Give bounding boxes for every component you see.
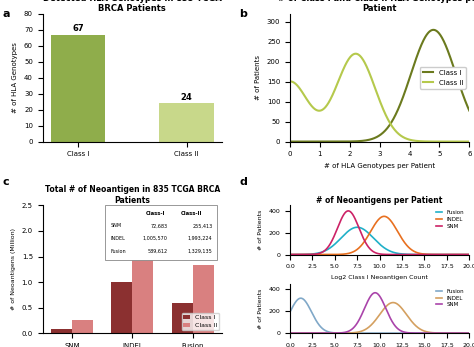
Text: Class-I: Class-I (146, 211, 165, 215)
Text: b: b (239, 9, 247, 19)
Text: SNM: SNM (111, 223, 122, 228)
X-axis label: # of HLA Genotypes per Patient: # of HLA Genotypes per Patient (324, 163, 435, 169)
Bar (159, 103, 214, 142)
Bar (192, 265, 214, 333)
Legend: Class I, Class II: Class I, Class II (420, 67, 466, 88)
Bar (132, 231, 154, 333)
Bar (172, 303, 192, 333)
Text: d: d (239, 177, 247, 187)
Text: Fusion: Fusion (111, 249, 127, 254)
Text: 24: 24 (181, 93, 192, 102)
X-axis label: Log2 Class I Neoantigen Count: Log2 Class I Neoantigen Count (331, 275, 428, 280)
Title: # of Neoantigens per Patient: # of Neoantigens per Patient (317, 196, 443, 205)
Y-axis label: # of Patients: # of Patients (258, 288, 263, 329)
Text: 72,683: 72,683 (150, 223, 167, 228)
Text: 589,612: 589,612 (147, 249, 167, 254)
Text: a: a (2, 9, 10, 19)
Text: 255,413: 255,413 (192, 223, 212, 228)
Title: # of Class I and Class II HLA Genotypes per
Patient: # of Class I and Class II HLA Genotypes … (278, 0, 474, 13)
Text: 1,993,224: 1,993,224 (188, 236, 212, 241)
Text: 1,329,135: 1,329,135 (188, 249, 212, 254)
Bar (51, 35, 105, 142)
Text: Class-II: Class-II (180, 211, 202, 215)
Title: Detected HLA Genotypes in 835 TCGA
BRCA Patients: Detected HLA Genotypes in 835 TCGA BRCA … (43, 0, 222, 13)
Y-axis label: # of Patients: # of Patients (255, 55, 261, 100)
FancyBboxPatch shape (105, 205, 217, 260)
Text: INDEL: INDEL (111, 236, 126, 241)
Text: 1,005,570: 1,005,570 (143, 236, 167, 241)
Y-axis label: # of Neoantigens (Million): # of Neoantigens (Million) (11, 228, 16, 310)
Text: 67: 67 (72, 24, 84, 33)
Bar (51, 329, 72, 333)
Text: c: c (2, 177, 9, 187)
Legend: Fusion, INDEL, SNM: Fusion, INDEL, SNM (433, 208, 466, 231)
Bar (72, 320, 93, 333)
Y-axis label: # of HLA Genotypes: # of HLA Genotypes (12, 42, 18, 113)
Title: Total # of Neoantigen in 835 TCGA BRCA
Patients: Total # of Neoantigen in 835 TCGA BRCA P… (45, 185, 220, 205)
Legend: Class I, Class II: Class I, Class II (182, 313, 219, 330)
Y-axis label: # of Patients: # of Patients (258, 210, 263, 250)
Bar (111, 282, 132, 333)
Legend: Fusion, INDEL, SNM: Fusion, INDEL, SNM (433, 287, 466, 310)
